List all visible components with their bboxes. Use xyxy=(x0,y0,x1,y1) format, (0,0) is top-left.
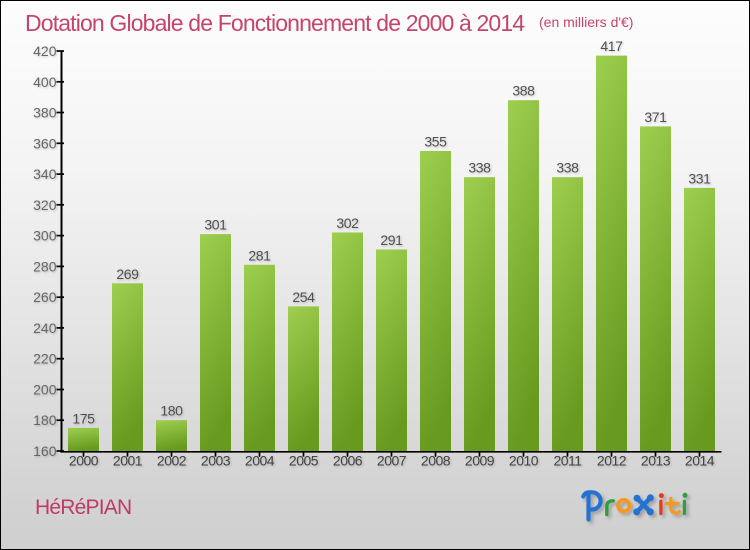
svg-text:220: 220 xyxy=(33,351,57,367)
svg-text:320: 320 xyxy=(33,197,57,213)
svg-text:269: 269 xyxy=(116,266,139,282)
svg-text:2001: 2001 xyxy=(113,453,143,469)
svg-text:2006: 2006 xyxy=(333,453,363,469)
svg-text:260: 260 xyxy=(33,289,57,305)
svg-text:2014: 2014 xyxy=(685,453,715,469)
svg-text:280: 280 xyxy=(33,258,57,274)
svg-text:2008: 2008 xyxy=(421,453,451,469)
svg-text:340: 340 xyxy=(33,166,57,182)
svg-text:417: 417 xyxy=(600,38,623,54)
svg-text:2003: 2003 xyxy=(201,453,231,469)
svg-text:2005: 2005 xyxy=(289,453,319,469)
svg-text:355: 355 xyxy=(424,134,447,150)
svg-text:420: 420 xyxy=(33,43,57,59)
svg-text:160: 160 xyxy=(33,443,57,459)
svg-text:175: 175 xyxy=(72,410,95,426)
svg-text:300: 300 xyxy=(33,228,57,244)
svg-text:2010: 2010 xyxy=(509,453,539,469)
svg-text:388: 388 xyxy=(512,83,535,99)
svg-text:240: 240 xyxy=(33,320,57,336)
svg-text:360: 360 xyxy=(33,135,57,151)
svg-text:291: 291 xyxy=(380,232,403,248)
svg-text:338: 338 xyxy=(556,160,579,176)
svg-text:180: 180 xyxy=(33,412,57,428)
svg-text:301: 301 xyxy=(204,217,227,233)
svg-text:2011: 2011 xyxy=(553,453,582,469)
svg-text:2000: 2000 xyxy=(69,453,99,469)
svg-text:2012: 2012 xyxy=(597,453,627,469)
svg-text:2007: 2007 xyxy=(377,453,407,469)
svg-text:371: 371 xyxy=(644,109,667,125)
svg-text:2004: 2004 xyxy=(245,453,275,469)
svg-text:254: 254 xyxy=(292,289,315,305)
svg-text:2013: 2013 xyxy=(641,453,671,469)
svg-text:331: 331 xyxy=(688,170,711,186)
svg-text:338: 338 xyxy=(468,160,491,176)
svg-text:400: 400 xyxy=(33,74,57,90)
svg-text:2002: 2002 xyxy=(157,453,187,469)
svg-text:302: 302 xyxy=(336,215,359,231)
svg-text:281: 281 xyxy=(248,247,271,263)
svg-text:380: 380 xyxy=(33,105,57,121)
svg-text:200: 200 xyxy=(33,382,57,398)
svg-text:2009: 2009 xyxy=(465,453,495,469)
svg-text:180: 180 xyxy=(160,403,183,419)
